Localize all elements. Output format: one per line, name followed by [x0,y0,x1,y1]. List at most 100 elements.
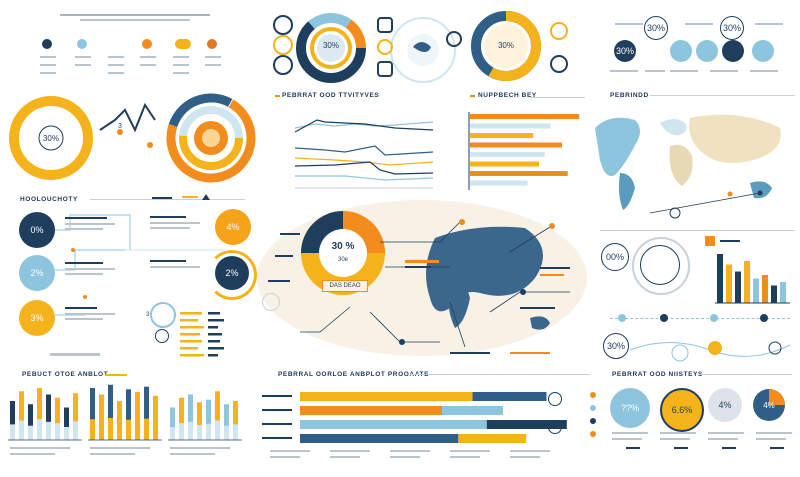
product-analysis-bar-base [215,420,220,440]
legend-dot-orange [142,39,152,49]
right-bubble-2: 30% [603,333,629,359]
right-dotted-line [610,318,790,319]
right-bar [762,275,768,303]
product-analysis-bar [90,388,95,440]
legend-dot-lightblue [77,39,87,49]
personal-product-bar-segment [486,420,567,429]
top-right-bubble-2: 30% [720,16,744,40]
numbers-rule [470,95,475,97]
numbers-bar [470,171,568,176]
mid-bubble-orange: 4% [215,209,251,245]
bottom-bubble-yellow: 6.6% [660,388,704,432]
top-right-node-3 [722,40,744,62]
mini-bars-left [180,312,224,357]
legend-dot-orange-2 [207,39,217,49]
monitor-dot-1 [590,392,596,398]
objectives-line-chart [294,119,434,189]
personal-product-bar-chart [262,392,567,443]
numbers-bar [470,152,545,157]
left-bubble-lightblue: 2% [19,255,55,291]
product-analysis-bar-base [135,420,140,440]
top-icon-circle-2 [550,55,568,73]
product-analysis-title: PEBUCT OTOE ANBLOT [22,371,109,378]
top-donut-label: 30% [322,41,339,50]
top-donut-yellow [471,11,541,81]
product-analysis-rule [105,374,127,376]
product-analysis-bar-base [170,427,175,440]
right-bar [780,282,786,303]
right-bar [744,261,750,303]
right-bar [717,254,723,303]
product-analysis-bar-base [46,421,51,440]
product-analysis-bar [108,384,113,440]
personal-product-bar-label [262,409,292,411]
monitor-dot-2 [590,405,596,411]
product-analysis-bar-chart [8,384,242,441]
personal-monitors-title: PEBRRAT OOD NIISTEYS [612,371,703,378]
mini-icon-small-3: 3 [146,312,150,318]
bottom-bubble-grey: 4% [708,388,742,422]
product-analysis-bar [55,397,60,440]
center-connectors [300,219,570,354]
personal-product-title: PEBRRAL OORLOE ANBPLOT PROOAATE [278,371,430,378]
personal-product-bar-segment [472,392,547,401]
product-analysis-bar [206,399,211,440]
numbers-bar [470,114,580,119]
personal-product-bar [300,392,473,401]
center-sub-percent: 30e [337,257,348,263]
right-orange-tag [705,236,715,246]
product-analysis-bar [233,401,238,440]
product-analysis-bar-base [10,424,15,440]
center-box: DAS DEAO [322,280,368,292]
right-mid-rule [600,230,795,231]
mini-icon-ring [150,302,176,328]
productivity-rule [90,199,245,200]
product-analysis-bar-base [28,425,33,440]
mid-bubble-navy: 2% [215,256,249,290]
personal-product-bar-label [262,423,292,425]
product-analysis-bar-base [55,423,60,440]
personal-product-bar-label [262,395,292,397]
product-analysis-bar-base [19,420,24,440]
productivity-text-block-6 [150,260,210,280]
right-bar [726,264,732,303]
numbers-bar [470,161,539,167]
product-analysis-bar-base [37,419,42,440]
productivity-text-block-4 [152,194,212,211]
left-bubble-navy: 0% [19,212,55,248]
product-analysis-bar [73,393,78,440]
product-analysis-bar [19,391,24,440]
product-analysis-bar-base [144,418,149,440]
top-right-group: 30% 30% 30% [610,15,790,90]
right-bar [753,278,759,303]
productivity-text-block-2 [65,262,120,282]
top-right-bubble-3: 30% [614,40,636,62]
product-analysis-bar [28,404,33,440]
left-bubble-yellow: 3% [19,300,55,336]
personal-product-bar-segment [442,406,503,415]
product-analysis-footer [10,447,240,467]
productivity-title: HOOLOUCHOTY [20,196,78,203]
monitor-dot-3 [590,418,596,424]
numbers-bar-chart [468,112,580,190]
bottom-bubble-pie [753,389,785,421]
objectives-title: PEBRRAT OOD TTVITYVES [282,92,380,99]
product-analysis-bar [224,404,229,440]
productivity-text-block-3 [65,307,120,327]
right-bar [771,285,777,303]
right-bar [735,271,741,303]
bottom-bubble-pie-label: 4% [763,401,775,410]
mini-icon-dot [155,329,169,343]
right-bubble-ring [632,237,690,295]
right-timeline-dot-3 [710,314,718,322]
product-analysis-bar-base [64,427,69,440]
center-left-ring [262,293,280,311]
personal-product-circle-2 [548,420,562,434]
personal-product-bar [300,420,487,429]
personal-product-rule [410,374,590,375]
persona-rule [650,95,795,96]
numbers-title: NUPPBECH BEY [478,92,537,99]
top-legend [40,14,230,84]
product-analysis-bar-base [117,424,122,440]
product-analysis-bar [170,407,175,440]
